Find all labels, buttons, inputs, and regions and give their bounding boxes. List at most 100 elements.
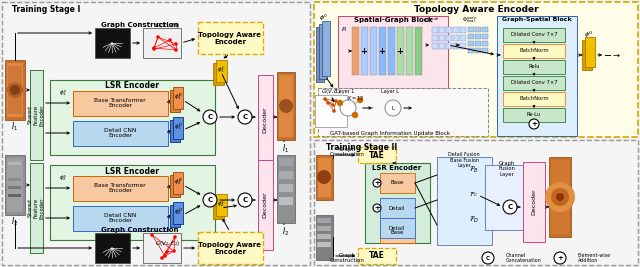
Text: LSR Encoder: LSR Encoder — [105, 167, 159, 175]
FancyBboxPatch shape — [198, 22, 263, 54]
Text: $G(V_1,E_1)$: $G(V_1,E_1)$ — [156, 22, 180, 30]
Circle shape — [279, 99, 293, 113]
FancyBboxPatch shape — [50, 80, 215, 155]
Text: BatchNorm: BatchNorm — [519, 96, 549, 101]
Text: $\phi_1^B$: $\phi_1^B$ — [174, 92, 182, 103]
FancyBboxPatch shape — [170, 175, 180, 197]
Circle shape — [373, 204, 381, 212]
FancyBboxPatch shape — [319, 24, 327, 79]
FancyBboxPatch shape — [316, 215, 333, 260]
FancyBboxPatch shape — [213, 63, 224, 85]
FancyBboxPatch shape — [482, 48, 488, 53]
Circle shape — [157, 36, 159, 38]
Circle shape — [238, 193, 252, 207]
FancyBboxPatch shape — [482, 27, 488, 32]
Text: +: + — [557, 255, 563, 261]
FancyBboxPatch shape — [216, 194, 227, 216]
Circle shape — [373, 179, 381, 187]
FancyBboxPatch shape — [380, 223, 415, 243]
Text: Graph Construction: Graph Construction — [101, 22, 179, 28]
Text: C: C — [486, 256, 490, 261]
Text: +: + — [397, 46, 403, 56]
Circle shape — [173, 249, 175, 253]
Text: $\phi_2^B$: $\phi_2^B$ — [174, 176, 182, 187]
FancyBboxPatch shape — [316, 155, 333, 200]
Circle shape — [168, 38, 172, 41]
FancyBboxPatch shape — [406, 27, 413, 75]
Text: C: C — [207, 114, 212, 120]
FancyBboxPatch shape — [549, 157, 571, 237]
Text: $K=12$: $K=12$ — [346, 94, 364, 102]
Circle shape — [166, 250, 168, 253]
FancyBboxPatch shape — [446, 43, 452, 49]
FancyBboxPatch shape — [497, 16, 577, 136]
Circle shape — [337, 100, 343, 106]
FancyBboxPatch shape — [503, 28, 565, 42]
FancyBboxPatch shape — [318, 158, 331, 197]
Text: $\phi_2^C$: $\phi_2^C$ — [217, 199, 225, 209]
FancyBboxPatch shape — [8, 66, 22, 114]
Text: Layer 1: Layer 1 — [336, 88, 354, 93]
FancyBboxPatch shape — [5, 60, 25, 120]
FancyBboxPatch shape — [437, 157, 492, 245]
FancyBboxPatch shape — [475, 48, 481, 53]
Text: $I_2$: $I_2$ — [12, 216, 19, 228]
Text: $\phi_2^D$: $\phi_2^D$ — [173, 207, 182, 217]
Text: GAT-based Graph Information Update Block: GAT-based Graph Information Update Block — [330, 132, 450, 136]
Text: Detail: Detail — [389, 206, 405, 210]
Circle shape — [163, 254, 166, 257]
Text: LSR Encoder: LSR Encoder — [372, 165, 422, 171]
FancyBboxPatch shape — [482, 34, 488, 39]
FancyBboxPatch shape — [453, 35, 459, 41]
FancyBboxPatch shape — [143, 28, 181, 58]
FancyBboxPatch shape — [317, 218, 331, 223]
Text: Shared
Feature
Encoder: Shared Feature Encoder — [28, 104, 44, 126]
FancyBboxPatch shape — [8, 194, 21, 197]
Text: C: C — [243, 197, 248, 203]
FancyBboxPatch shape — [432, 35, 438, 41]
Text: Re·Lu: Re·Lu — [527, 112, 541, 117]
FancyBboxPatch shape — [318, 88, 488, 136]
FancyBboxPatch shape — [316, 27, 324, 82]
FancyBboxPatch shape — [446, 27, 452, 33]
Circle shape — [545, 182, 575, 212]
FancyBboxPatch shape — [95, 28, 130, 58]
Text: $\Phi^{node}$: $\Phi^{node}$ — [424, 15, 440, 25]
Text: $\phi^0$: $\phi^0$ — [319, 13, 328, 23]
FancyBboxPatch shape — [582, 40, 592, 70]
Circle shape — [556, 193, 564, 201]
FancyBboxPatch shape — [173, 172, 183, 194]
Text: TAE: TAE — [369, 151, 385, 159]
FancyBboxPatch shape — [8, 186, 21, 189]
FancyBboxPatch shape — [279, 171, 293, 179]
FancyBboxPatch shape — [198, 232, 263, 264]
Circle shape — [203, 193, 217, 207]
Text: LSR Encoder: LSR Encoder — [105, 81, 159, 91]
FancyBboxPatch shape — [439, 27, 445, 33]
FancyBboxPatch shape — [279, 158, 293, 166]
Circle shape — [7, 82, 23, 98]
FancyBboxPatch shape — [503, 44, 565, 58]
Text: $\phi_1^D$: $\phi_1^D$ — [173, 121, 182, 132]
FancyBboxPatch shape — [352, 27, 359, 75]
FancyBboxPatch shape — [358, 147, 396, 163]
Text: →: → — [612, 50, 620, 60]
FancyBboxPatch shape — [358, 248, 396, 264]
Circle shape — [503, 200, 517, 214]
FancyBboxPatch shape — [2, 2, 310, 265]
Circle shape — [152, 46, 156, 49]
FancyBboxPatch shape — [439, 35, 445, 41]
FancyBboxPatch shape — [380, 173, 415, 193]
Text: $\phi^G$: $\phi^G$ — [584, 30, 594, 40]
Circle shape — [150, 234, 154, 237]
FancyBboxPatch shape — [8, 178, 21, 181]
Circle shape — [551, 188, 569, 206]
FancyBboxPatch shape — [73, 176, 168, 201]
FancyBboxPatch shape — [170, 120, 180, 142]
FancyBboxPatch shape — [143, 233, 181, 263]
Circle shape — [175, 49, 177, 52]
Text: C: C — [243, 114, 248, 120]
FancyBboxPatch shape — [314, 140, 638, 265]
Text: +: + — [378, 46, 385, 56]
FancyBboxPatch shape — [432, 27, 438, 33]
